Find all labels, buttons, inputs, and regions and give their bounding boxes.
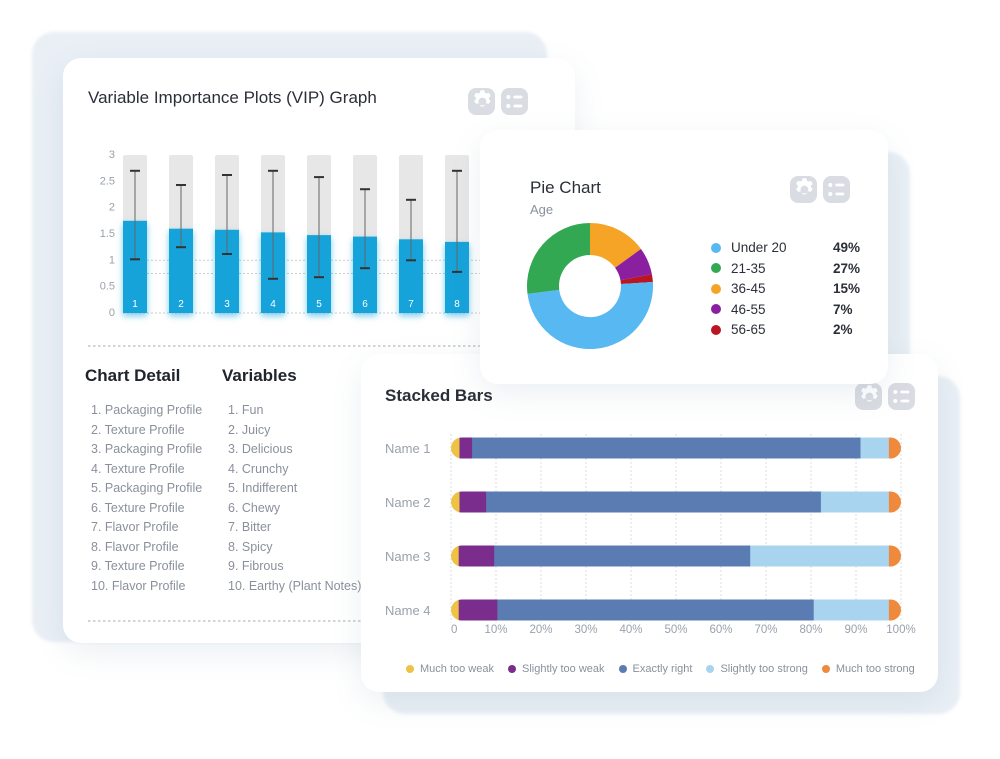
svg-text:0: 0	[451, 624, 457, 636]
svg-text:3: 3	[224, 299, 230, 310]
svg-text:3: 3	[109, 149, 115, 161]
svg-text:80%: 80%	[799, 624, 822, 636]
svg-text:1: 1	[132, 299, 138, 310]
svg-text:2: 2	[178, 299, 184, 310]
svg-text:2: 2	[109, 202, 115, 214]
svg-text:Name 1: Name 1	[385, 441, 431, 456]
svg-text:70%: 70%	[754, 624, 777, 636]
svg-text:1.5: 1.5	[100, 228, 115, 240]
svg-text:4: 4	[270, 299, 276, 310]
svg-text:0: 0	[109, 307, 115, 319]
svg-text:Name 4: Name 4	[385, 603, 431, 618]
svg-text:8: 8	[454, 299, 460, 310]
svg-text:Name 2: Name 2	[385, 495, 431, 510]
svg-text:2.5: 2.5	[100, 175, 115, 187]
svg-text:60%: 60%	[709, 624, 732, 636]
svg-text:90%: 90%	[844, 624, 867, 636]
svg-text:5: 5	[316, 299, 322, 310]
svg-text:30%: 30%	[574, 624, 597, 636]
svg-text:6: 6	[362, 299, 368, 310]
svg-text:7: 7	[408, 299, 414, 310]
svg-text:100%: 100%	[886, 624, 915, 636]
svg-text:40%: 40%	[619, 624, 642, 636]
svg-text:Name 3: Name 3	[385, 549, 431, 564]
svg-text:0.5: 0.5	[100, 281, 115, 293]
svg-text:10%: 10%	[484, 624, 507, 636]
svg-text:50%: 50%	[664, 624, 687, 636]
svg-text:20%: 20%	[529, 624, 552, 636]
svg-text:1: 1	[109, 254, 115, 266]
